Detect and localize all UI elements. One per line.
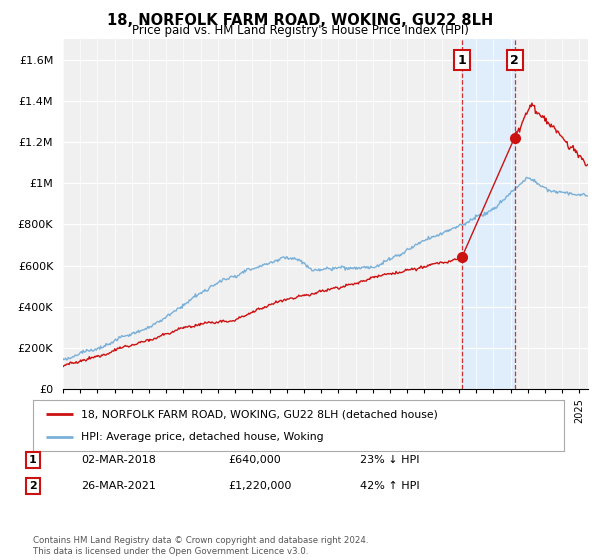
Text: 26-MAR-2021: 26-MAR-2021 (81, 481, 156, 491)
Text: £640,000: £640,000 (228, 455, 281, 465)
Text: HPI: Average price, detached house, Woking: HPI: Average price, detached house, Woki… (81, 432, 323, 442)
Text: £1,220,000: £1,220,000 (228, 481, 292, 491)
Text: 1: 1 (457, 54, 466, 67)
Text: 2: 2 (29, 481, 37, 491)
Text: 42% ↑ HPI: 42% ↑ HPI (360, 481, 419, 491)
Bar (462, 39, 515, 389)
Text: Price paid vs. HM Land Registry's House Price Index (HPI): Price paid vs. HM Land Registry's House … (131, 24, 469, 36)
Text: 18, NORFOLK FARM ROAD, WOKING, GU22 8LH (detached house): 18, NORFOLK FARM ROAD, WOKING, GU22 8LH … (81, 409, 437, 419)
Text: 23% ↓ HPI: 23% ↓ HPI (360, 455, 419, 465)
Text: 02-MAR-2018: 02-MAR-2018 (81, 455, 156, 465)
Text: Contains HM Land Registry data © Crown copyright and database right 2024.
This d: Contains HM Land Registry data © Crown c… (33, 536, 368, 556)
Text: 18, NORFOLK FARM ROAD, WOKING, GU22 8LH: 18, NORFOLK FARM ROAD, WOKING, GU22 8LH (107, 13, 493, 28)
Text: 2: 2 (510, 54, 519, 67)
Text: 1: 1 (29, 455, 37, 465)
